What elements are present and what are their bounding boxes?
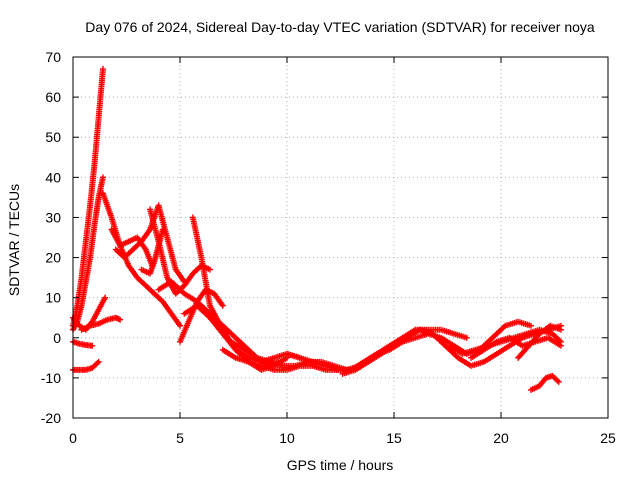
- y-tick-label: -20: [41, 410, 61, 426]
- data-point: [527, 322, 534, 329]
- y-tick-label: 10: [45, 290, 61, 306]
- data-series-arc23: [515, 322, 564, 361]
- y-axis-label: SDTVAR / TECUs: [6, 184, 22, 296]
- x-tick-label: 10: [279, 430, 295, 446]
- data-point: [557, 326, 564, 333]
- data-point: [99, 66, 106, 73]
- grid: [73, 57, 608, 418]
- x-tick-label: 15: [386, 430, 402, 446]
- data-point: [219, 302, 226, 309]
- data-series-arc15: [181, 302, 303, 365]
- y-tick-label: 60: [45, 89, 61, 105]
- data-point: [206, 266, 213, 273]
- data-point: [94, 360, 101, 367]
- data-point: [117, 316, 124, 323]
- data-point: [557, 342, 564, 349]
- y-tick-label: 0: [53, 330, 61, 346]
- data-point: [159, 226, 166, 233]
- plot-frame: [72, 56, 609, 419]
- data-series-arc4: [70, 338, 96, 349]
- data-series-arc6: [78, 314, 124, 333]
- data-point: [177, 322, 183, 329]
- y-tick-label: 40: [45, 169, 61, 185]
- data-point: [554, 377, 561, 384]
- data-point: [89, 342, 96, 349]
- chart-title: Day 076 of 2024, Sidereal Day-to-day VTE…: [85, 19, 595, 35]
- y-tick-label: 50: [45, 129, 61, 145]
- data-series-arc5: [70, 358, 102, 373]
- data-point: [95, 358, 102, 365]
- data-series-arc24: [527, 372, 562, 393]
- x-tick-label: 5: [176, 430, 184, 446]
- data-point: [555, 378, 562, 385]
- y-tick-label: 70: [45, 49, 61, 65]
- x-tick-label: 25: [600, 430, 616, 446]
- x-axis-label: GPS time / hours: [287, 457, 394, 473]
- data-point: [102, 294, 109, 301]
- x-tick-label: 20: [493, 430, 509, 446]
- data-series-arc2: [70, 174, 106, 333]
- y-tick-label: -10: [41, 370, 61, 386]
- data-point: [99, 174, 106, 181]
- data-point: [463, 334, 470, 341]
- y-tick-label: 20: [45, 250, 61, 266]
- plot-area: [70, 66, 564, 393]
- y-tick-label: 30: [45, 209, 61, 225]
- x-tick-label: 0: [69, 430, 77, 446]
- axes: 0 5 10 15 20 25 -20 -10 0 10 20 30 40 50 60 70: [41, 49, 616, 446]
